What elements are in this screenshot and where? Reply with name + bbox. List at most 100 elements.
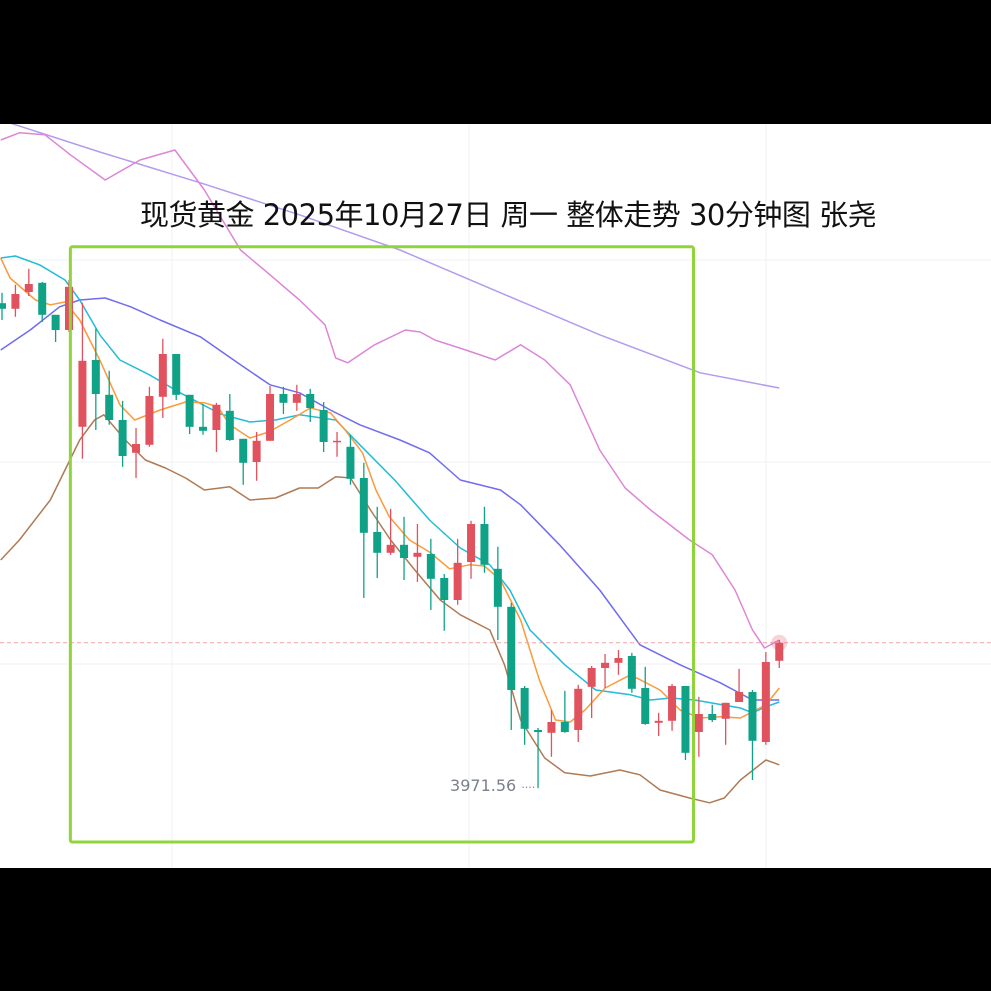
candle — [105, 370, 114, 425]
candle-body — [775, 642, 784, 661]
candle-body — [480, 524, 489, 565]
candle-body — [145, 396, 154, 445]
candle-body — [426, 554, 435, 579]
candle-body — [279, 394, 288, 403]
candle-body — [239, 438, 248, 463]
candle — [359, 462, 368, 598]
candle-body — [413, 552, 422, 557]
candle — [534, 728, 543, 789]
indicator-line-0 — [10, 124, 780, 389]
chart-area: 现货黄金 2025年10月27日 周一 整体走势 30分钟图 张尧 3971.5… — [0, 124, 991, 868]
candle-body — [627, 656, 636, 689]
candle — [453, 538, 462, 605]
candle — [654, 712, 663, 736]
candle-body — [266, 394, 275, 441]
candle-body — [400, 544, 409, 558]
candle-body — [24, 284, 33, 292]
candle — [426, 538, 435, 610]
candle — [641, 666, 650, 725]
candle-body — [346, 446, 355, 479]
candle-body — [453, 562, 462, 600]
candle-body — [252, 440, 261, 462]
candle-body — [601, 662, 610, 668]
candle — [735, 668, 744, 702]
candle-body — [641, 688, 650, 724]
candle-body — [118, 420, 127, 456]
candle — [627, 652, 636, 693]
candle — [266, 386, 275, 441]
indicator-line-2 — [0, 297, 780, 701]
candle — [279, 386, 288, 414]
candle — [748, 690, 757, 780]
candle-body — [132, 444, 141, 453]
candle — [252, 432, 261, 481]
candle — [775, 640, 784, 668]
candle-body — [225, 410, 234, 440]
candle — [520, 686, 529, 745]
candle — [668, 684, 677, 731]
candle-body — [38, 282, 47, 315]
candle — [493, 546, 502, 640]
candle-body — [721, 702, 730, 719]
candle-body — [292, 394, 301, 403]
candle-body — [694, 714, 703, 732]
candle — [480, 506, 489, 573]
candle-body — [333, 440, 342, 443]
candle — [51, 314, 60, 342]
candle-body — [172, 354, 181, 395]
candle — [386, 508, 395, 555]
low-price-value: 3971.56 — [450, 776, 517, 796]
candle — [547, 710, 556, 757]
candle — [292, 384, 301, 411]
chart-title: 现货黄金 2025年10月27日 周一 整体走势 30分钟图 张尧 — [140, 198, 877, 232]
candle — [225, 394, 234, 441]
indicator-line-3 — [0, 255, 780, 714]
candle-body — [520, 688, 529, 729]
candle — [400, 516, 409, 580]
candle — [172, 354, 181, 400]
candle — [145, 386, 154, 447]
candle-body — [587, 668, 596, 687]
candle-body — [51, 314, 60, 330]
candle — [319, 402, 328, 452]
candle-body — [560, 722, 569, 732]
candle — [199, 404, 208, 435]
low-price-label: 3971.56 ···· — [450, 776, 535, 795]
candle — [413, 524, 422, 582]
candle — [132, 428, 141, 478]
candle-body — [386, 544, 395, 553]
candle-body — [507, 606, 516, 690]
candle — [708, 704, 717, 722]
candle — [761, 652, 770, 745]
candle-body — [91, 360, 100, 394]
candle — [38, 282, 47, 322]
candle-body — [440, 578, 449, 600]
candle — [440, 574, 449, 631]
candle-body — [359, 478, 368, 533]
candle — [467, 520, 476, 579]
candle-body — [105, 394, 114, 420]
indicator-line-1 — [0, 132, 780, 649]
candle — [346, 434, 355, 485]
candle-body — [761, 662, 770, 742]
candle — [373, 506, 382, 578]
candle — [158, 338, 167, 418]
candle — [601, 654, 610, 688]
candle-body — [748, 692, 757, 741]
highlight-box — [68, 245, 695, 844]
candle-body — [547, 722, 556, 733]
candle-body — [11, 294, 20, 309]
candle-body — [735, 692, 744, 702]
candle — [212, 402, 221, 452]
candle — [11, 284, 20, 317]
candle — [91, 328, 100, 430]
candle — [306, 388, 315, 422]
candle — [694, 696, 703, 757]
candle-body — [467, 524, 476, 562]
candle-body — [681, 686, 690, 753]
candle-body — [534, 730, 543, 732]
candle — [681, 686, 690, 760]
candle — [574, 684, 583, 742]
candle-body — [158, 354, 167, 397]
low-price-dots: ···· — [521, 781, 536, 795]
